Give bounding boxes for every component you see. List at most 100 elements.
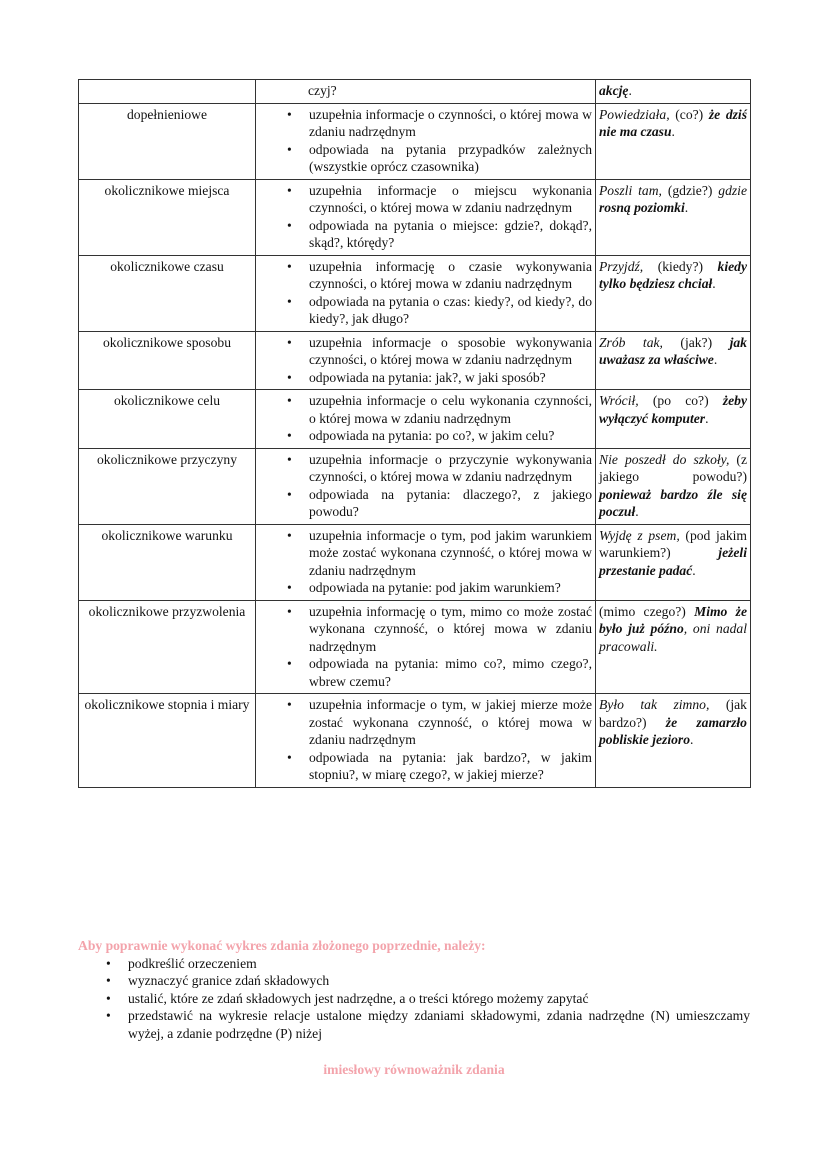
table-row-continued: czyj? akcję. — [78, 79, 751, 104]
list-item: podkreślić orzeczeniem — [106, 955, 750, 973]
example-text-segment: . — [635, 504, 639, 519]
bullet-item: uzupełnia informacje o miejscu wykonania… — [287, 182, 592, 217]
example-text-segment: . — [628, 83, 632, 98]
instructions-section: Aby poprawnie wykonać wykres zdania złoż… — [78, 937, 750, 1042]
bullet-item: odpowiada na pytanie: pod jakim warunkie… — [287, 579, 592, 597]
example-text-segment: . — [705, 410, 709, 426]
table-row: okolicznikowe przyzwolenia uzupełnia info… — [78, 599, 751, 694]
instructions-list: podkreślić orzeczeniem wyznaczyć granice… — [78, 955, 750, 1043]
list-item: ustalić, które ze zdań składowych jest n… — [106, 990, 750, 1008]
example-text-segment: Przyjdź, — [599, 258, 644, 274]
table-row: okolicznikowe stopnia i miary uzupełnia i… — [78, 693, 751, 788]
example-text-segment: Mimo że było już późno — [599, 603, 747, 637]
example-cell: Zrób tak, (jak?) jak uważasz za właściwe… — [595, 330, 751, 390]
example-text-segment: (jak bardzo?) — [599, 697, 747, 730]
example-cell: Poszli tam, (gdzie?) gdzie rosną poziomk… — [595, 178, 751, 256]
bullet-item: odpowiada na pytania o czas: kiedy?, od … — [287, 293, 592, 328]
example-text-segment: . — [712, 276, 716, 291]
example-cell: Wrócił, (po co?) żeby wyłączyć komputer. — [595, 389, 751, 449]
bullet-item: uzupełnia informacje o przyczynie wykony… — [287, 451, 592, 486]
example-text-segment: jeżeli przestanie padać — [599, 545, 747, 578]
example-text-segment: rosną poziomki — [599, 200, 685, 215]
type-cell — [78, 79, 256, 104]
description-cell: uzupełnia informacje o sposobie wykonywa… — [255, 330, 596, 390]
example-text-segment: (pod jakim warunkiem?) — [599, 527, 747, 561]
example-text-segment: . — [692, 562, 696, 578]
example-text-segment: . — [713, 352, 718, 367]
table-row: okolicznikowe celu uzupełnia informacje o… — [78, 389, 751, 449]
bullet-item: uzupełnia informacje o celu wykonania cz… — [287, 392, 592, 427]
description-cell: czyj? — [255, 79, 596, 104]
example-text-segment: jak uważasz za właściwe — [599, 334, 747, 368]
subordinate-clause-table: czyj? akcję. dopełnieniowe uzupełnia info… — [78, 79, 751, 788]
example-text-segment: kiedy tylko będziesz chciał — [599, 258, 747, 292]
example-cell: (mimo czego?) Mimo że było już późno, on… — [595, 599, 751, 694]
bullet-item: odpowiada na pytania: jak bardzo?, w jak… — [287, 749, 592, 784]
clause-type-cell: okolicznikowe warunku — [78, 523, 256, 601]
table-row: okolicznikowe sposobu uzupełnia informacj… — [78, 330, 751, 390]
table-row: okolicznikowe czasu uzupełnia informację … — [78, 254, 751, 332]
clause-type-cell: okolicznikowe czasu — [78, 254, 256, 332]
example-text-segment: (jak?) — [662, 334, 730, 350]
clause-type-cell: dopełnieniowe — [78, 102, 256, 180]
example-text-segment: (z jakiego powodu?) — [599, 451, 747, 485]
bullet-item: odpowiada na pytania przypadków zależnyc… — [287, 141, 592, 176]
description-cell: uzupełnia informacje o przyczynie wykony… — [255, 447, 596, 525]
bullet-item: uzupełnia informacje o tym, pod jakim wa… — [287, 527, 592, 580]
example-text-segment: Zrób tak, — [599, 334, 663, 350]
clause-type-cell: okolicznikowe przyczyny — [78, 447, 256, 525]
description-cell: uzupełnia informacje o czynności, o któr… — [255, 102, 596, 180]
example-cell: akcję. — [595, 79, 751, 104]
example-text-segment: (po co?) — [638, 393, 723, 408]
example-text-segment: Wyjdę z psem, — [599, 527, 680, 543]
clause-type-cell: okolicznikowe przyzwolenia — [78, 599, 256, 694]
bullet-item: odpowiada na pytania o miejsce: gdzie?, … — [287, 217, 592, 252]
example-text-segment: , oni nadal pracowali. — [599, 621, 747, 654]
description-cell: uzupełnia informację o tym, mimo co może… — [255, 599, 596, 694]
clause-type-cell: okolicznikowe sposobu — [78, 330, 256, 390]
bullet-item: uzupełnia informacje o czynności, o któr… — [287, 106, 592, 141]
example-text-segment: Było tak zimno, — [599, 697, 710, 712]
bullet-item: uzupełnia informacje o sposobie wykonywa… — [287, 334, 592, 369]
bullet-item: odpowiada na pytania: dlaczego?, z jakie… — [287, 486, 592, 521]
example-text-segment: Poszli tam, — [599, 182, 662, 198]
example-text-segment: (gdzie?) — [661, 182, 719, 198]
instructions-heading: Aby poprawnie wykonać wykres zdania złoż… — [78, 938, 486, 953]
list-item: przedstawić na wykresie relacje ustalone… — [106, 1007, 750, 1042]
table-row: okolicznikowe miejsca uzupełnia informacj… — [78, 178, 751, 256]
example-text-segment: Wrócił, — [599, 393, 639, 408]
example-cell: Nie poszedł do szkoły, (z jakiego powodu… — [595, 447, 751, 525]
example-text-segment: (mimo czego?) — [599, 603, 695, 619]
example-text-segment: gdzie — [718, 182, 747, 198]
example-text-segment: (co?) — [669, 106, 709, 122]
example-cell: Przyjdź, (kiedy?) kiedy tylko będziesz c… — [595, 254, 751, 332]
example-text-segment: . — [671, 124, 675, 139]
description-cell: uzupełnia informacje o tym, pod jakim wa… — [255, 523, 596, 601]
example-text-segment: . — [690, 732, 694, 747]
clause-type-cell: okolicznikowe miejsca — [78, 178, 256, 256]
bullet-item: odpowiada na pytania: po co?, w jakim ce… — [287, 427, 592, 445]
example-cell: Powiedziała, (co?) że dziś nie ma czasu. — [595, 102, 751, 180]
example-text-segment: akcję — [599, 83, 629, 98]
list-item: wyznaczyć granice zdań składowych — [106, 972, 750, 990]
table-row: okolicznikowe przyczyny uzupełnia informa… — [78, 447, 751, 525]
bullet-item: uzupełnia informację o czasie wykonywani… — [287, 258, 592, 293]
table-row: okolicznikowe warunku uzupełnia informacj… — [78, 523, 751, 601]
bullet-item: odpowiada na pytania: jak?, w jaki sposó… — [287, 369, 592, 387]
example-text-segment: . — [684, 200, 689, 215]
example-text-segment: że zamarzło pobliskie jezioro — [599, 714, 747, 748]
bullet-item: uzupełnia informację o tym, mimo co może… — [287, 603, 592, 656]
example-text-segment: że dziś nie ma czasu — [599, 106, 747, 140]
example-text-segment: Powiedziała, — [599, 106, 670, 122]
description-cell: uzupełnia informację o czasie wykonywani… — [255, 254, 596, 332]
example-cell: Było tak zimno, (jak bardzo?) że zamarzł… — [595, 693, 751, 788]
description-cell: uzupełnia informacje o tym, w jakiej mie… — [255, 693, 596, 788]
description-cell: uzupełnia informacje o miejscu wykonania… — [255, 178, 596, 256]
bullet-item: odpowiada na pytania: mimo co?, mimo cze… — [287, 655, 592, 690]
table-row: dopełnieniowe uzupełnia informacje o czyn… — [78, 102, 751, 180]
clause-type-cell: okolicznikowe stopnia i miary — [78, 693, 256, 788]
description-cell: uzupełnia informacje o celu wykonania cz… — [255, 389, 596, 449]
example-text-segment: (kiedy?) — [643, 258, 718, 274]
bullet-item: uzupełnia informacje o tym, w jakiej mie… — [287, 696, 592, 749]
clause-type-cell: okolicznikowe celu — [78, 389, 256, 449]
